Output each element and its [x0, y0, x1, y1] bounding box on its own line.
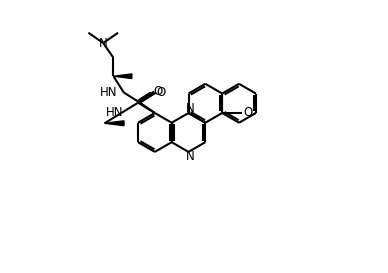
Polygon shape [104, 121, 124, 126]
Text: N: N [185, 102, 194, 115]
Text: N: N [99, 37, 107, 49]
Text: O: O [153, 85, 163, 98]
Text: N: N [185, 150, 194, 163]
Text: O: O [243, 106, 252, 120]
Text: HN: HN [100, 86, 118, 99]
Text: O: O [156, 86, 166, 99]
Text: HN: HN [106, 106, 123, 120]
Polygon shape [113, 74, 132, 79]
